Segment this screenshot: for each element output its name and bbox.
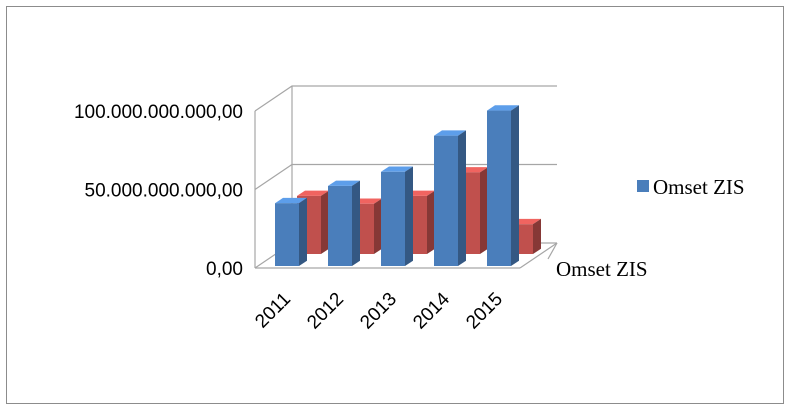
bar-2015-omset-zis <box>487 105 519 266</box>
y-tick-label: 100.000.000.000,00 <box>74 102 243 123</box>
bar-2013-omset-zis-side <box>405 166 413 266</box>
bar-2011-omset-zis-top <box>275 197 307 204</box>
bar-2011-back-series-top <box>297 190 329 196</box>
bar-2011-omset-zis <box>275 197 307 266</box>
bar-2012-omset-zis-front <box>328 185 352 266</box>
bar-2013-omset-zis-top <box>381 166 413 172</box>
legend-label: Omset ZIS <box>653 175 745 199</box>
bar-2011-back-series-side <box>321 190 329 254</box>
bar-2015-back-series-side <box>533 218 541 254</box>
x-tick-label: 2014 <box>409 288 454 333</box>
bar-2014-omset-zis-top <box>434 130 466 136</box>
x-tick-label: 2013 <box>356 289 401 334</box>
bar-2015-omset-zis-side <box>511 105 519 266</box>
depth-axis-leader <box>547 242 558 260</box>
bar-2014-omset-zis-front <box>434 135 458 266</box>
floor-right-edge <box>519 242 558 269</box>
bar-2012-omset-zis-side <box>352 180 360 266</box>
bar-2012-omset-zis-top <box>328 180 360 186</box>
bar-2015-omset-zis-front <box>487 110 511 266</box>
legend: Omset ZIS <box>637 175 745 199</box>
bar-2013-back-series-side <box>427 190 435 254</box>
x-tick-label: 2012 <box>303 289 348 334</box>
bar-2015-omset-zis-top <box>487 105 519 111</box>
depth-axis-label: Omset ZIS <box>556 257 648 281</box>
bar-2013-omset-zis <box>381 166 413 266</box>
x-tick-labels: 2011 2012 2013 2014 2015 <box>251 288 507 333</box>
bar-2014-omset-zis-side <box>458 130 466 266</box>
bars <box>275 105 541 266</box>
x-tick-label: 2015 <box>462 289 507 334</box>
bar-2012-omset-zis <box>328 180 360 266</box>
bar-2011-omset-zis-side <box>299 197 307 266</box>
bar-2011-omset-zis-front <box>275 203 299 266</box>
bar-2013-omset-zis-front <box>381 171 405 266</box>
bar-2014-omset-zis <box>434 130 466 266</box>
legend-swatch <box>637 180 649 192</box>
y-tick-labels: 0,00 50.000.000.000,00 100.000.000.000,00 <box>74 102 243 280</box>
bar-2014-back-series-side <box>480 167 488 254</box>
y-tick-label: 0,00 <box>206 259 243 280</box>
x-tick-label: 2011 <box>251 289 295 333</box>
y-tick-label: 50.000.000.000,00 <box>85 181 244 202</box>
bar-2012-back-series-side <box>374 198 382 254</box>
